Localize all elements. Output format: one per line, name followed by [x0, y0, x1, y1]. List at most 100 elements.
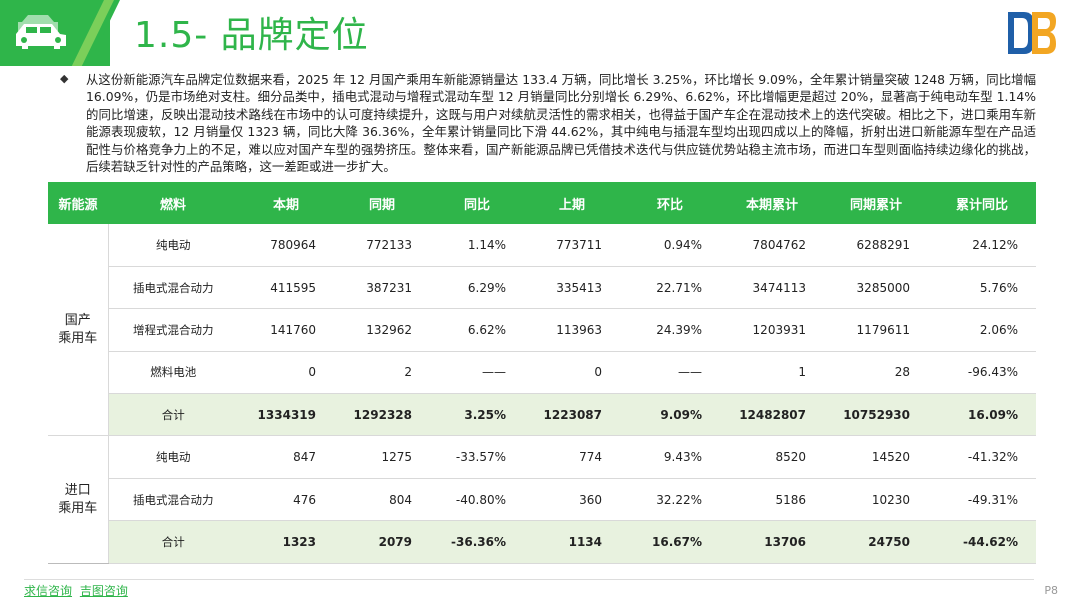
value-cell: 0	[524, 351, 620, 395]
col-header: 累计同比	[928, 182, 1036, 224]
value-cell: -41.32%	[928, 435, 1036, 479]
fuel-type-cell: 增程式混合动力	[108, 308, 238, 352]
group-label-line: 国产	[64, 312, 91, 328]
value-cell: ——	[620, 351, 720, 395]
value-cell: 12482807	[720, 393, 824, 437]
value-cell: 411595	[238, 266, 334, 310]
group-label-line: 进口	[64, 482, 91, 498]
value-cell: 22.71%	[620, 266, 720, 310]
value-cell: 1334319	[238, 393, 334, 437]
sales-table: 新能源 燃料 本期 同期 同比 上期 环比 本期累计 同期累计 累计同比 国产乘…	[48, 182, 1036, 564]
value-cell: 780964	[238, 224, 334, 267]
value-cell: 5186	[720, 478, 824, 522]
fuel-type-cell: 合计	[108, 520, 238, 564]
value-cell: 24750	[824, 520, 928, 564]
value-cell: 847	[238, 435, 334, 479]
value-cell: 16.09%	[928, 393, 1036, 437]
table-row: 插电式混合动力 411595 387231 6.29% 335413 22.71% 3474…	[48, 266, 1036, 310]
footer-link-jitu[interactable]: 吉图咨询	[79, 584, 128, 598]
group-label-line: 乘用车	[58, 330, 98, 346]
value-cell: 3474113	[720, 266, 824, 310]
col-header: 本期累计	[720, 182, 824, 224]
col-header: 燃料	[108, 182, 238, 224]
table-row: 进口 乘用车 纯电动 847 1275 -33.57% 774 9.43% 8520 14520-…	[48, 435, 1036, 564]
value-cell: 1292328	[334, 393, 430, 437]
footer-link-qiuxin[interactable]: 求信咨询	[24, 584, 73, 598]
fuel-type-cell: 纯电动	[108, 224, 238, 267]
value-cell: 1179611	[824, 308, 928, 352]
table-row: 插电式混合动力 476 804 -40.80% 360 32.22% 5186 10230 -4…	[48, 478, 1036, 522]
fuel-type-cell: 插电式混合动力	[108, 266, 238, 310]
table-row: 燃料电池 0 2 —— 0 —— 1 28 -96.43%	[48, 351, 1036, 395]
value-cell: 0.94%	[620, 224, 720, 267]
value-cell: 14520	[824, 435, 928, 479]
value-cell: 804	[334, 478, 430, 522]
value-cell: 360	[524, 478, 620, 522]
value-cell: 335413	[524, 266, 620, 310]
value-cell: 16.67%	[620, 520, 720, 564]
value-cell: 3.25%	[430, 393, 524, 437]
value-cell: 9.43%	[620, 435, 720, 479]
table-sum-row: 合计 1323 2079 -36.36% 1134 16.67% 13706 24750 -44…	[48, 520, 1036, 564]
value-cell: 6.62%	[430, 308, 524, 352]
value-cell: 2	[334, 351, 430, 395]
value-cell: 3285000	[824, 266, 928, 310]
fuel-type-cell: 插电式混合动力	[108, 478, 238, 522]
value-cell: 6.29%	[430, 266, 524, 310]
bullet-icon: ◆	[60, 72, 69, 85]
value-cell: 141760	[238, 308, 334, 352]
col-header: 同比	[430, 182, 524, 224]
value-cell: 32.22%	[620, 478, 720, 522]
value-cell: -96.43%	[928, 351, 1036, 395]
value-cell: 113963	[524, 308, 620, 352]
col-header: 同期	[334, 182, 430, 224]
intro-paragraph: 从这份新能源汽车品牌定位数据来看，2025 年 12 月国产乘用车新能源销量达 …	[86, 72, 1036, 175]
col-header: 上期	[524, 182, 620, 224]
footer-links: 求信咨询 吉图咨询	[24, 582, 132, 599]
value-cell: 1203931	[720, 308, 824, 352]
fuel-type-cell: 燃料电池	[108, 351, 238, 395]
value-cell: -44.62%	[928, 520, 1036, 564]
table-sum-row: 合计 1334319 1292328 3.25% 1223087 9.09% 1248280…	[48, 393, 1036, 437]
value-cell: 1	[720, 351, 824, 395]
group-label: 进口 乘用车	[48, 435, 109, 564]
col-header: 本期	[238, 182, 334, 224]
value-cell: 1223087	[524, 393, 620, 437]
value-cell: 0	[238, 351, 334, 395]
col-header: 同期累计	[824, 182, 928, 224]
footer-divider	[24, 579, 1034, 580]
value-cell: 7804762	[720, 224, 824, 267]
value-cell: 132962	[334, 308, 430, 352]
value-cell: 772133	[334, 224, 430, 267]
fuel-type-cell: 合计	[108, 393, 238, 437]
value-cell: ——	[430, 351, 524, 395]
col-header: 环比	[620, 182, 720, 224]
value-cell: -49.31%	[928, 478, 1036, 522]
db-logo-icon	[1008, 12, 1056, 54]
value-cell: 774	[524, 435, 620, 479]
value-cell: 1134	[524, 520, 620, 564]
table-header-row: 新能源 燃料 本期 同期 同比 上期 环比 本期累计 同期累计 累计同比	[48, 182, 1036, 224]
table-row: 国产乘用车 纯电动 780964 772133 1.14% 773711 0.94% 7804…	[48, 224, 1036, 437]
value-cell: 1323	[238, 520, 334, 564]
value-cell: -40.80%	[430, 478, 524, 522]
col-header: 新能源	[48, 182, 108, 224]
value-cell: -33.57%	[430, 435, 524, 479]
value-cell: 1.14%	[430, 224, 524, 267]
page-number: P8	[1044, 584, 1058, 597]
value-cell: -36.36%	[430, 520, 524, 564]
value-cell: 773711	[524, 224, 620, 267]
value-cell: 8520	[720, 435, 824, 479]
value-cell: 10230	[824, 478, 928, 522]
fuel-type-cell: 纯电动	[108, 435, 238, 479]
value-cell: 2.06%	[928, 308, 1036, 352]
value-cell: 476	[238, 478, 334, 522]
value-cell: 387231	[334, 266, 430, 310]
value-cell: 24.12%	[928, 224, 1036, 267]
car-icon	[16, 15, 66, 49]
page-title: 1.5- 品牌定位	[134, 15, 369, 56]
value-cell: 6288291	[824, 224, 928, 267]
value-cell: 24.39%	[620, 308, 720, 352]
value-cell: 1275	[334, 435, 430, 479]
value-cell: 13706	[720, 520, 824, 564]
